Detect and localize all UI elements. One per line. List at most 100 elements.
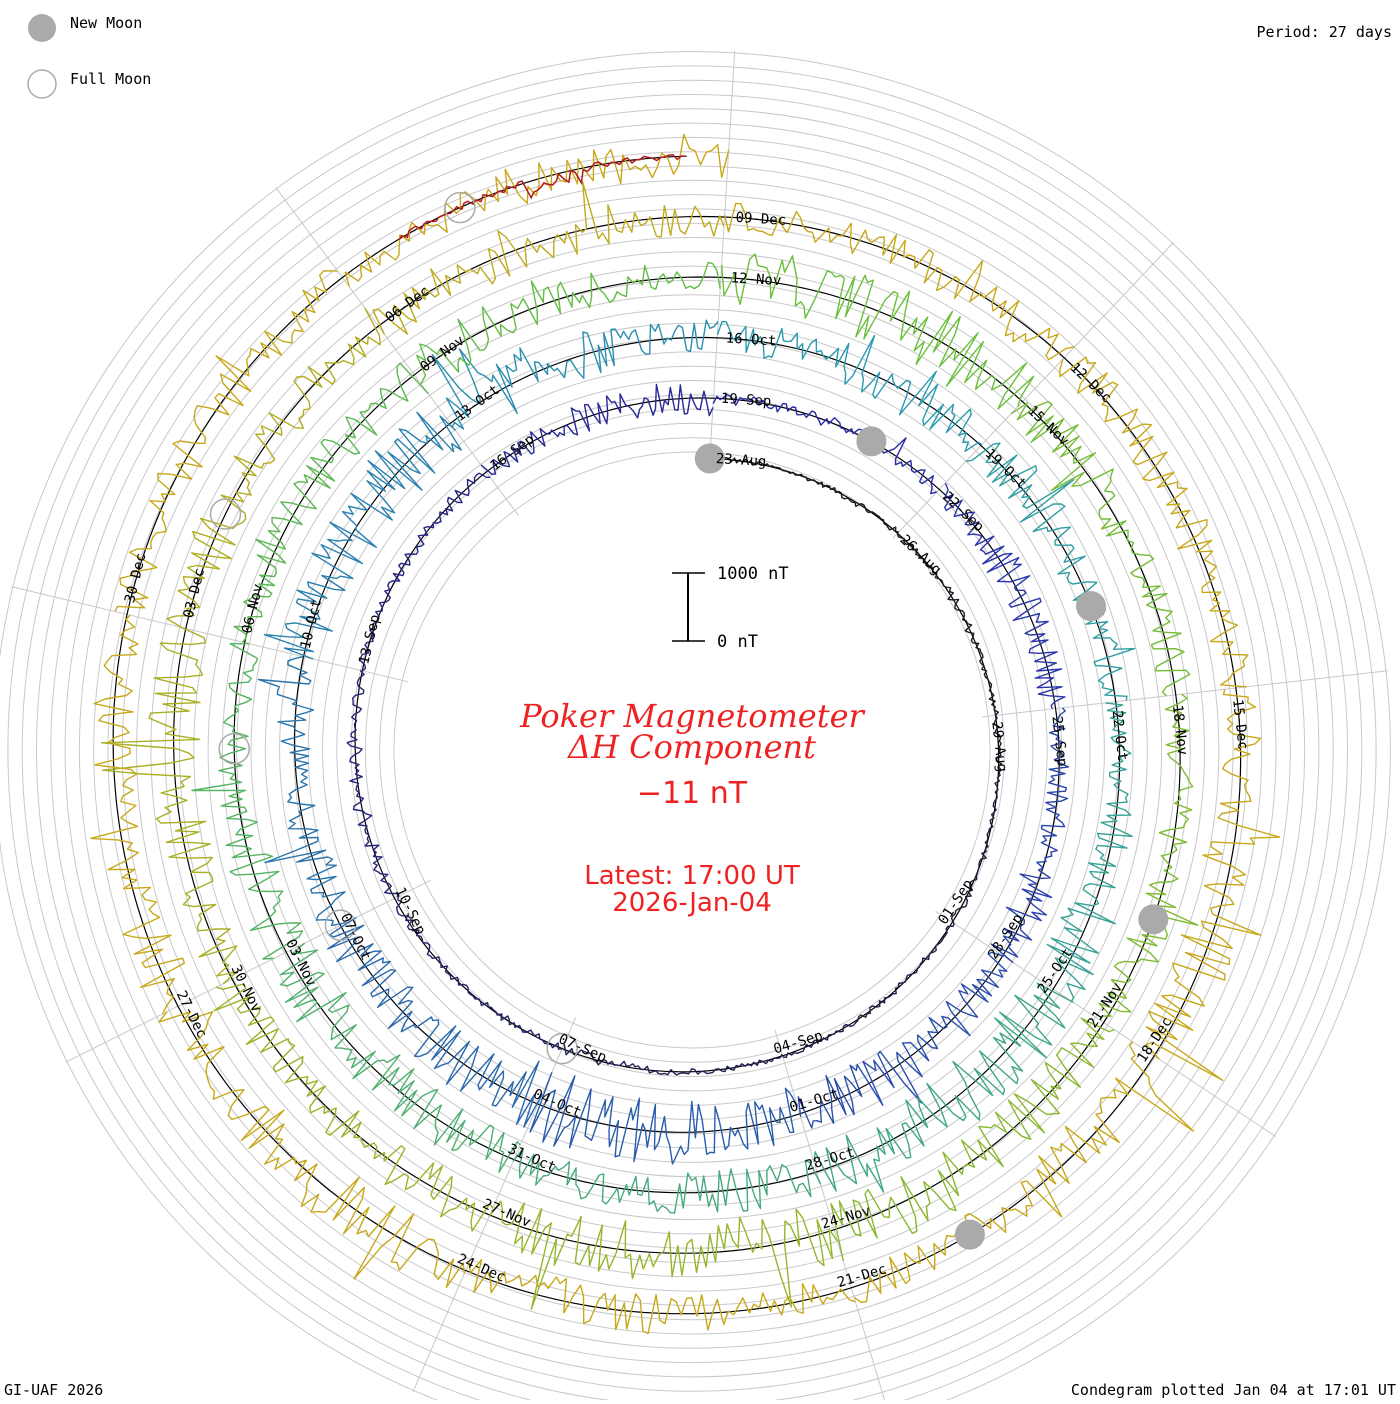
date-label: 25-Sep (1048, 715, 1070, 767)
trace-segment (716, 320, 983, 452)
trace-segment (213, 983, 494, 1232)
latest-date: 2026-Jan-04 (612, 888, 772, 918)
scale-bar (672, 572, 705, 642)
trace-segment (512, 1147, 822, 1214)
trace-segment (101, 626, 238, 985)
new-moon-legend-icon (28, 14, 56, 42)
trace-segment (1145, 689, 1281, 1081)
trace-segment (830, 1017, 1115, 1261)
trace-segment (721, 253, 1035, 410)
trace-segment (797, 951, 1008, 1129)
trace-segment (372, 181, 725, 335)
trace-segment (488, 1200, 839, 1310)
moon-layer (209, 191, 1169, 1250)
date-label: 06-Nov (239, 582, 266, 635)
grid-circle (193, 251, 1191, 1249)
grid-circle (164, 222, 1220, 1278)
trace-segment (712, 393, 938, 495)
trace-segment (158, 1011, 465, 1288)
new-moon-marker (954, 1219, 985, 1250)
date-label: 22-Oct (1109, 710, 1131, 762)
date-label: 13-Sep (356, 613, 383, 666)
grid-circle (136, 194, 1248, 1306)
date-label: 23-Aug (715, 451, 766, 470)
trace-segment (416, 261, 721, 385)
grid-circle (93, 151, 1291, 1349)
full-moon-legend-icon (27, 69, 57, 99)
new-moon-legend-label: New Moon (70, 14, 142, 32)
date-label: 27-Nov (480, 1196, 533, 1231)
date-label: 28-Oct (804, 1145, 857, 1175)
grid-circle (264, 322, 1120, 1178)
grid-circle (236, 294, 1148, 1206)
footer-plot-time: Condegram plotted Jan 04 at 17:01 UT (1071, 1381, 1396, 1399)
grid-circle (393, 451, 991, 1049)
date-label: 16-Oct (725, 330, 776, 349)
date-label: 12-Nov (730, 270, 781, 289)
trace-segment (166, 307, 381, 629)
grid-circle (150, 208, 1234, 1292)
trace-segment (327, 916, 543, 1128)
grid-spoke (709, 51, 736, 459)
date-label: 15-Dec (1229, 698, 1251, 750)
grid-circle (350, 408, 1034, 1092)
full-moon-marker (546, 1032, 578, 1065)
full-moon-legend-label: Full Moon (70, 70, 151, 88)
grid-spoke (982, 670, 1388, 718)
trace-segment (346, 669, 399, 897)
trace-segment (709, 456, 899, 533)
grid-circle (50, 108, 1334, 1392)
new-moon-marker (1076, 591, 1106, 622)
full-moon-marker (324, 909, 357, 942)
full-moon-marker (444, 191, 476, 224)
trace-segment (1098, 693, 1199, 1021)
date-label: 26-Aug (897, 532, 945, 578)
grid-circle (307, 365, 1077, 1135)
trace-layer (90, 133, 1281, 1335)
grid-spoke (65, 879, 431, 1063)
grid-spoke (935, 910, 1276, 1137)
trace-segment (853, 1041, 1195, 1303)
trace-segment (233, 362, 429, 643)
trace-segment (896, 533, 1000, 716)
latest-time: Latest: 17:00 UT (584, 861, 800, 891)
scale-bottom-label: 0 nT (717, 632, 758, 652)
trace-segment (344, 133, 730, 287)
grid-spoke (774, 1029, 887, 1404)
trace-latest-turn (398, 154, 686, 240)
full-moon-marker (218, 732, 250, 765)
grid-circle (364, 422, 1020, 1078)
date-label: 03-Nov (282, 937, 319, 989)
grid-circle (207, 265, 1177, 1235)
trace-segment (563, 1043, 783, 1076)
grid-circle (322, 380, 1062, 1120)
new-moon-marker (694, 443, 725, 474)
grid-spoke (275, 187, 519, 516)
trace-segment (782, 923, 955, 1059)
date-label: 09-Dec (735, 210, 786, 229)
trace-segment (950, 715, 1003, 924)
trace-segment (90, 614, 186, 1015)
trace-segment (359, 472, 491, 672)
chart-title-line2: ΔH Component (566, 728, 816, 766)
trace-segment (813, 982, 1074, 1193)
period-label: Period: 27 days (1257, 23, 1392, 41)
chart-title-line1: Poker Magnetometer (519, 697, 865, 735)
grid-circle (36, 94, 1348, 1404)
trace-segment (263, 411, 462, 660)
footer-credit: GI-UAF 2026 (4, 1381, 103, 1399)
grid-circle (7, 65, 1377, 1404)
trace-segment (468, 1258, 856, 1335)
scale-top-label: 1000 nT (717, 564, 789, 584)
trace-segment (280, 942, 521, 1173)
grid-circle (221, 279, 1163, 1221)
date-label: 19-Sep (720, 391, 771, 410)
trace-segment (965, 442, 1136, 701)
date-label: 30-Nov (228, 963, 265, 1015)
date-label: 18-Nov (1169, 704, 1191, 756)
grid-circle (64, 122, 1320, 1378)
grid-circle (107, 165, 1277, 1335)
date-label: 28-Sep (985, 911, 1026, 962)
trace-segment (1010, 400, 1191, 697)
